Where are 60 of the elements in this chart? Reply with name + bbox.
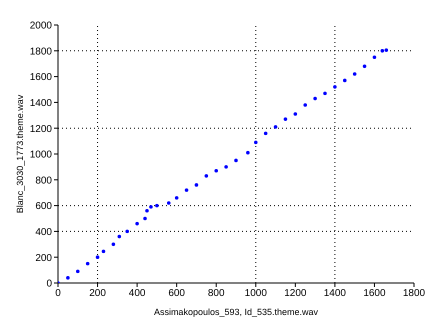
y-tick-label: 400	[35, 226, 52, 238]
point	[333, 85, 337, 89]
point	[174, 196, 178, 200]
point	[234, 158, 238, 162]
point	[352, 72, 356, 76]
point	[380, 49, 384, 53]
x-tick-label: 0	[55, 288, 62, 300]
point	[254, 140, 258, 144]
point	[294, 112, 298, 116]
point	[155, 204, 159, 208]
point	[224, 165, 228, 169]
x-tick-label: 1600	[363, 288, 386, 300]
point	[76, 270, 80, 274]
x-tick-label: 200	[89, 288, 106, 300]
point	[362, 64, 366, 68]
point	[184, 188, 188, 192]
point	[204, 174, 208, 178]
x-tick-label: 600	[168, 288, 186, 300]
point	[66, 276, 70, 280]
y-tick-label: 1800	[30, 46, 52, 58]
y-tick-label: 200	[35, 252, 52, 264]
x-tick-label: 400	[128, 288, 146, 300]
point	[313, 96, 317, 100]
point	[112, 242, 116, 246]
point	[143, 216, 147, 220]
point	[214, 168, 218, 173]
point	[246, 150, 250, 154]
y-tick-label: 1400	[30, 98, 52, 109]
y-tick-label: 800	[35, 175, 52, 186]
point	[118, 234, 122, 238]
point	[303, 103, 308, 107]
y-tick-label: 1600	[30, 72, 52, 84]
y-tick-label: 1200	[30, 124, 52, 135]
point	[284, 117, 288, 121]
y-tick-label: 1000	[30, 150, 52, 161]
x-tick-label: 800	[208, 288, 225, 300]
point	[342, 78, 347, 82]
x-tick-label: 1800	[402, 288, 426, 300]
x-tick-label: 1200	[284, 288, 307, 300]
point	[135, 222, 139, 226]
point	[149, 205, 153, 209]
point	[323, 92, 327, 96]
point	[86, 262, 90, 266]
point	[166, 201, 171, 205]
x-axis-title: Assimakopoulos_593, Id_535.theme.wav	[154, 307, 319, 317]
point	[145, 208, 149, 213]
point	[264, 132, 268, 136]
point	[274, 125, 278, 129]
point	[96, 255, 100, 259]
y-tick-label: 0	[46, 278, 52, 290]
point	[372, 55, 376, 60]
x-tick-label: 1000	[244, 288, 268, 300]
y-axis-title: Blanc_3030_1773.theme.wav	[15, 94, 26, 214]
x-tick-label: 1400	[324, 288, 346, 300]
point	[194, 183, 198, 187]
point	[125, 230, 130, 234]
y-tick-label: 2000	[30, 20, 52, 32]
y-tick-label: 600	[35, 201, 52, 212]
point	[102, 250, 106, 254]
point	[384, 48, 388, 52]
